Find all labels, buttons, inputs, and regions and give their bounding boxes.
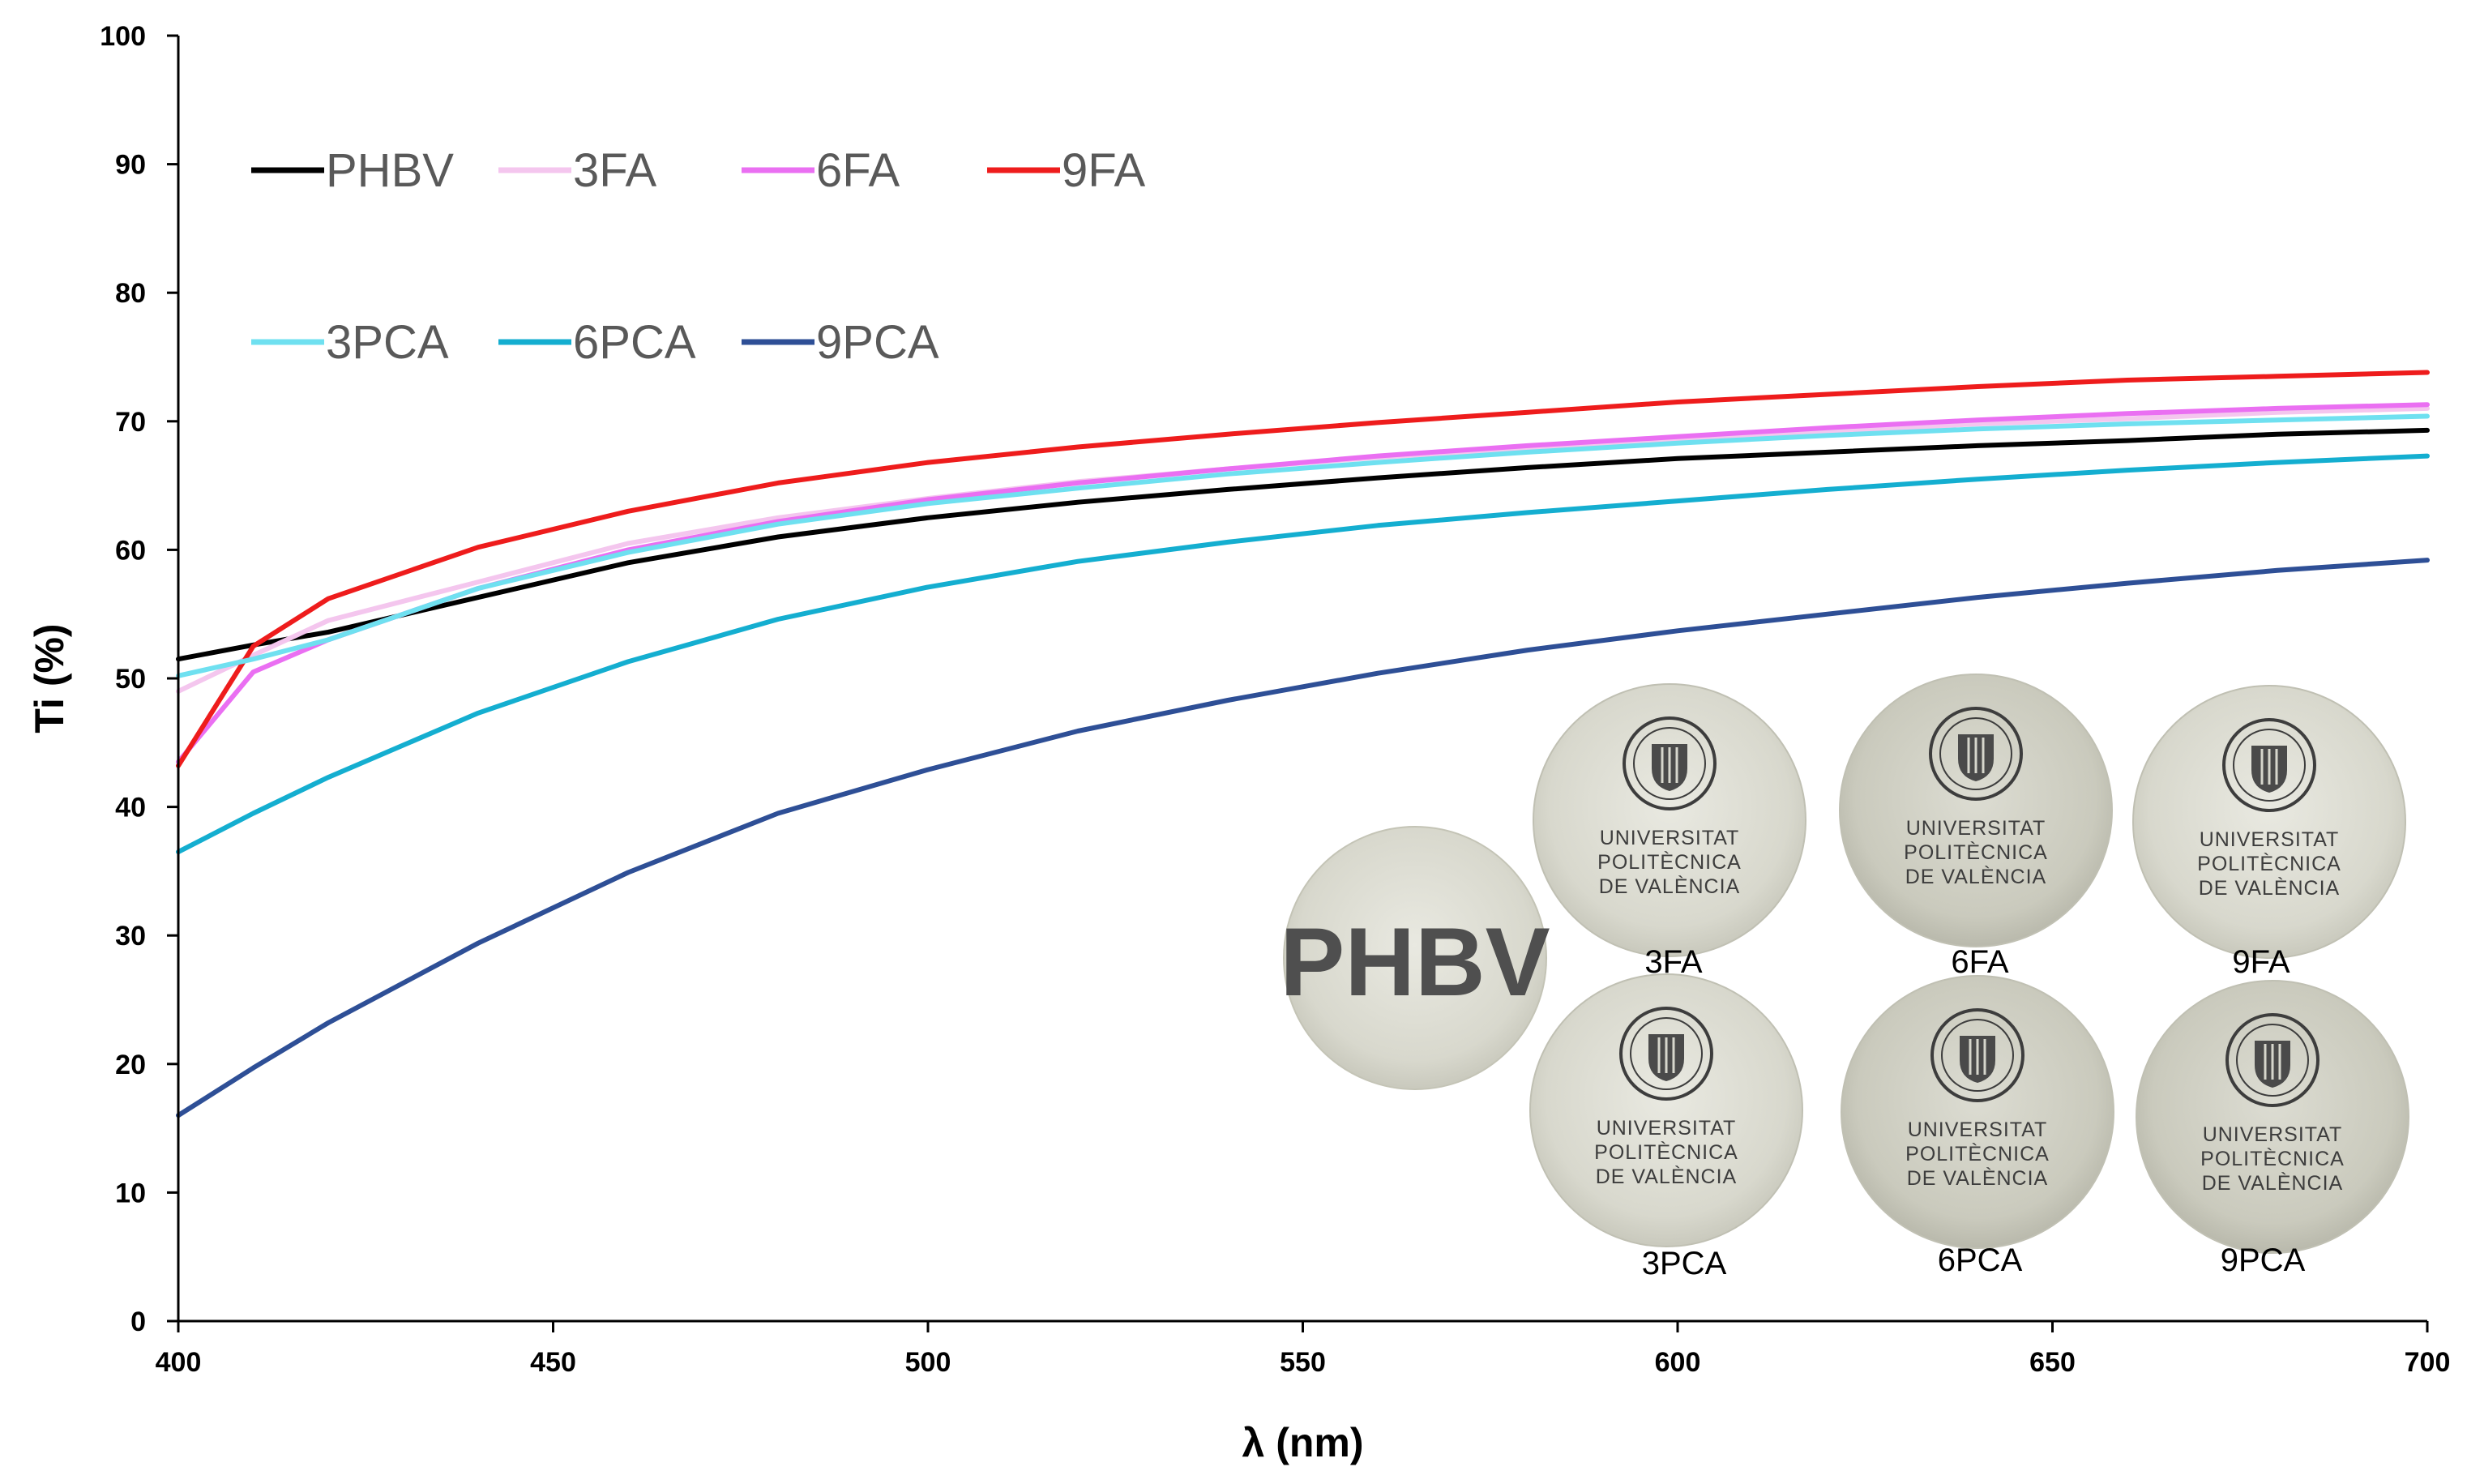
disc-3fa [1533, 683, 1806, 957]
crest-inner-ring [1633, 727, 1706, 800]
series-line-9pca [176, 558, 2430, 1118]
axes: 0 10 20 30 40 50 60 70 80 90 100 400 450 500 550 600 650… [27, 21, 2450, 1465]
sample-label-9pca: 9PCA [2221, 1242, 2306, 1278]
x-tick-label: 700 [2405, 1347, 2451, 1378]
disc-9pca [2136, 980, 2409, 1254]
crest-inner-ring [1630, 1017, 1703, 1090]
crest-inner-ring [2236, 1024, 2309, 1097]
logo-text-line: DE VALÈNCIA [1905, 865, 2046, 888]
series-line-3pca [176, 413, 2430, 678]
sample-label-6pca: 6PCA [1938, 1242, 2023, 1278]
university-crest-icon [1930, 1008, 2024, 1102]
logo-text-line: POLITÈCNICA [1905, 1142, 2050, 1165]
disc-6fa [1839, 674, 2113, 947]
logo-text-line: POLITÈCNICA [2197, 852, 2341, 875]
x-tick-label: 550 [1280, 1347, 1326, 1378]
university-crest-icon [2225, 1013, 2319, 1107]
series-line-6pca [176, 453, 2430, 855]
y-tick-label: 20 [115, 1050, 146, 1080]
legend-label-9fa: 9FA [1062, 144, 1145, 197]
legend-label-6fa: 6FA [816, 144, 900, 197]
sample-label-3pca: 3PCA [1642, 1246, 1727, 1281]
crest-inner-ring [2233, 729, 2306, 802]
sample-label-6fa: 6FA [1951, 944, 2008, 980]
y-tick-label: 60 [115, 535, 146, 566]
logo-text-line: DE VALÈNCIA [1599, 875, 1740, 898]
legend-label-3pca: 3PCA [326, 316, 449, 369]
x-tick-label: 450 [530, 1347, 576, 1378]
series-line-phbv [176, 427, 2430, 662]
y-tick-label: 70 [115, 407, 146, 438]
logo-text-line: DE VALÈNCIA [2202, 1171, 2343, 1195]
x-tick-label: 650 [2029, 1347, 2076, 1378]
phbv-disc-label: PHBV [1280, 908, 1550, 1016]
x-tick-label: 400 [156, 1347, 202, 1378]
logo-text-line: UNIVERSITAT [1597, 1117, 1737, 1140]
y-tick-label: 10 [115, 1178, 146, 1208]
crest-inner-ring [1941, 1019, 2014, 1092]
logo-text-line: DE VALÈNCIA [1907, 1166, 2048, 1190]
university-crest-icon [1619, 1007, 1713, 1101]
logo-text-line: UNIVERSITAT [2200, 828, 2340, 851]
university-crest-icon [2222, 718, 2316, 812]
logo-text-line: UNIVERSITAT [1600, 827, 1740, 849]
disc-3pca [1529, 973, 1803, 1247]
disc-6pca [1841, 975, 2114, 1249]
university-crest-icon [1929, 707, 2023, 801]
y-tick-label: 0 [130, 1307, 146, 1337]
y-axis-title: Ti (%) [27, 623, 72, 733]
logo-text-line: DE VALÈNCIA [1596, 1165, 1737, 1188]
y-tick-label: 90 [115, 150, 146, 181]
legend-label-phbv: PHBV [326, 144, 454, 197]
logo-text-line: UNIVERSITAT [1906, 817, 2046, 840]
y-tick-label: 30 [115, 921, 146, 952]
legend: PHBV 3FA 6FA 9FA 3PCA 6PCA 9PCA [251, 144, 1145, 369]
x-tick-label: 500 [905, 1347, 951, 1378]
y-tick-label: 40 [115, 793, 146, 823]
logo-text-line: POLITÈCNICA [1597, 850, 1742, 874]
logo-text-line: POLITÈCNICA [1594, 1140, 1738, 1164]
y-tick-label: 100 [100, 21, 146, 52]
series-layer [176, 370, 2430, 1118]
logo-text-line: UNIVERSITAT [1908, 1118, 2048, 1141]
sample-label-9fa: 9FA [2232, 944, 2290, 980]
disc-9fa [2132, 685, 2406, 959]
legend-label-3fa: 3FA [573, 144, 656, 197]
y-tick-label: 50 [115, 664, 146, 695]
university-crest-icon [1623, 716, 1717, 810]
legend-label-6pca: 6PCA [573, 316, 696, 369]
y-tick-label: 80 [115, 278, 146, 309]
x-tick-label: 600 [1655, 1347, 1701, 1378]
logo-text-line: POLITÈCNICA [1904, 840, 2048, 864]
series-line-6fa [176, 402, 2430, 765]
phbv-sample-disc [1283, 826, 1547, 1090]
logo-text-line: DE VALÈNCIA [2199, 876, 2340, 900]
logo-text-line: POLITÈCNICA [2200, 1147, 2345, 1170]
series-line-3fa [176, 405, 2430, 694]
crest-inner-ring [1939, 717, 2012, 790]
series-line-9fa [176, 370, 2430, 768]
x-axis-title: λ (nm) [1242, 1420, 1364, 1465]
legend-label-9pca: 9PCA [816, 316, 939, 369]
logo-text-line: UNIVERSITAT [2203, 1123, 2343, 1146]
